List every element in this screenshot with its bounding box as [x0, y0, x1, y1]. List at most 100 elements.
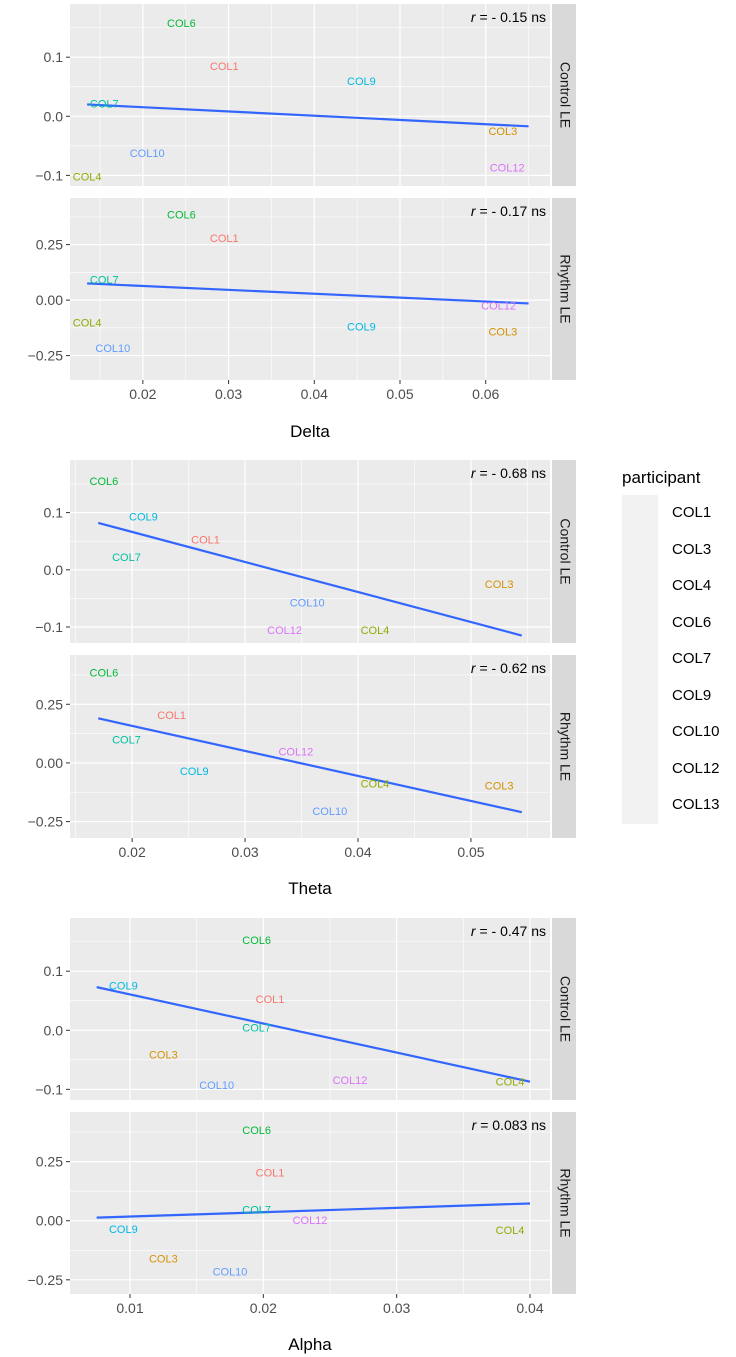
point-label-col6: COL6	[242, 1125, 271, 1137]
point-label-col12: COL12	[481, 301, 516, 313]
facet-strip	[552, 918, 576, 1100]
facet-strip	[552, 460, 576, 643]
facet-strip	[552, 198, 576, 380]
y-tick-label: 0.00	[36, 1213, 63, 1229]
x-axis-title: Theta	[288, 879, 332, 898]
facet-panel: −0.25 0.00 0.25 COL6 COL1 COL7 COL12 COL9 COL4 CO…	[28, 655, 576, 860]
x-tick-label: 0.04	[516, 1300, 543, 1316]
y-tick-label: 0.00	[36, 292, 63, 308]
point-label-col12: COL12	[333, 1075, 368, 1087]
x-axis-title: Alpha	[288, 1335, 332, 1354]
correlation-annotation: r = - 0.47 ns	[471, 923, 546, 939]
point-label-col3: COL3	[488, 327, 517, 339]
point-label-col4: COL4	[361, 779, 390, 791]
point-label-col12: COL12	[278, 747, 313, 759]
correlation-annotation: r = - 0.62 ns	[471, 660, 546, 676]
facet-strip	[552, 655, 576, 838]
legend-key	[622, 750, 658, 787]
y-tick-label: 0.1	[44, 505, 64, 521]
point-label-col10: COL10	[130, 148, 165, 160]
legend-label: COL4	[672, 577, 712, 594]
x-tick-label: 0.04	[301, 386, 328, 402]
legend-key	[622, 677, 658, 714]
legend-label: COL13	[672, 796, 720, 813]
point-label-col4: COL4	[361, 625, 390, 637]
regression-line	[96, 1202, 531, 1219]
point-label-col4: COL4	[73, 318, 102, 330]
legend-item: COL3	[622, 531, 734, 568]
x-tick-label: 0.03	[215, 386, 242, 402]
correlation-annotation: r = - 0.68 ns	[471, 465, 546, 481]
point-label-col4: COL4	[73, 172, 102, 184]
facet-panel: −0.1 0.0 0.1 COL6 COL9 COL1 COL7 COL3 COL10 COL12…	[35, 460, 576, 643]
point-label-col6: COL6	[90, 476, 119, 488]
regression-line	[97, 717, 523, 814]
point-label-col4: COL4	[496, 1077, 525, 1089]
point-label-col7: COL7	[90, 98, 119, 110]
point-label-col3: COL3	[488, 126, 517, 138]
correlation-symbol: r	[471, 465, 477, 481]
facet-strip-label: Control LE	[557, 62, 573, 128]
legend-key	[622, 714, 658, 751]
correlation-annotation: r = - 0.15 ns	[471, 9, 546, 25]
legend-label: COL12	[672, 759, 720, 777]
x-tick-label: 0.01	[116, 1300, 143, 1316]
point-label-col1: COL1	[256, 994, 285, 1006]
point-label-col12: COL12	[293, 1215, 328, 1227]
facet-panel: −0.1 0.0 0.1 COL6 COL9 COL1 COL7 COL3 COL12 COL4 C…	[35, 918, 576, 1100]
correlation-value: = 0.083 ns	[476, 1117, 546, 1133]
point-label-col10: COL10	[213, 1267, 248, 1279]
point-label-col9: COL9	[109, 980, 138, 992]
x-axis-title: Delta	[290, 422, 330, 441]
point-label-col6: COL6	[90, 668, 119, 680]
y-tick-label: −0.1	[35, 619, 63, 635]
point-label-col1: COL1	[256, 1168, 285, 1180]
x-tick-label: 0.02	[250, 1300, 277, 1316]
point-label-col3: COL3	[149, 1254, 178, 1266]
facet-panel: −0.1 0.0 0.1 COL6 COL1 COL9 COL7 COL3 COL10 COL12…	[35, 4, 576, 186]
y-tick-label: −0.25	[28, 1272, 64, 1288]
legend-item: COL6	[622, 604, 734, 641]
y-tick-label: −0.1	[35, 1081, 63, 1097]
point-label-col9: COL9	[347, 76, 376, 88]
legend-key	[622, 495, 658, 532]
correlation-value: = - 0.17 ns	[476, 203, 546, 219]
x-tick-label: 0.02	[118, 844, 145, 860]
y-tick-label: 0.25	[36, 237, 63, 253]
point-label-col7: COL7	[90, 275, 119, 287]
legend-label: COL9	[672, 686, 712, 704]
correlation-value: = - 0.68 ns	[476, 465, 546, 481]
x-tick-label: 0.02	[129, 386, 156, 402]
correlation-value: = - 0.15 ns	[476, 9, 546, 25]
legend-key	[622, 641, 658, 678]
correlation-annotation: r = 0.083 ns	[472, 1117, 546, 1133]
y-tick-label: 0.1	[44, 963, 64, 979]
correlation-symbol: r	[471, 9, 477, 25]
y-tick-label: 0.25	[36, 1154, 63, 1170]
facet-strip-label: Rhythm LE	[557, 1168, 573, 1237]
x-tick-label: 0.05	[386, 386, 413, 402]
correlation-value: = - 0.47 ns	[476, 923, 546, 939]
facet-strip-label: Rhythm LE	[557, 254, 573, 323]
point-label-col1: COL1	[157, 710, 186, 722]
point-label-col3: COL3	[485, 781, 514, 793]
legend-label: COL6	[672, 613, 712, 631]
y-tick-label: 0.25	[36, 696, 63, 712]
panel-background	[70, 918, 550, 1100]
legend-item: COL12	[622, 750, 734, 787]
facet-strip-label: Control LE	[557, 976, 573, 1042]
chart-theta: −0.1 0.0 0.1 COL6 COL9 COL1 COL7 COL3 COL10 COL12…	[28, 460, 576, 898]
point-label-col12: COL12	[267, 625, 302, 637]
correlation-symbol: r	[471, 203, 477, 219]
point-label-col4: COL4	[496, 1225, 525, 1237]
facet-strip-label: Control LE	[557, 518, 573, 584]
facet-panel: −0.25 0.00 0.25 COL6 COL1 COL7 COL12 COL9 COL4 CO…	[28, 1112, 576, 1316]
point-label-col9: COL9	[347, 321, 376, 333]
x-tick-label: 0.04	[344, 844, 371, 860]
regression-line	[87, 282, 529, 305]
y-tick-label: 0.0	[44, 108, 64, 124]
correlation-symbol: r	[472, 1117, 478, 1133]
y-tick-label: 0.0	[44, 1022, 64, 1038]
point-label-col7: COL7	[112, 552, 141, 564]
